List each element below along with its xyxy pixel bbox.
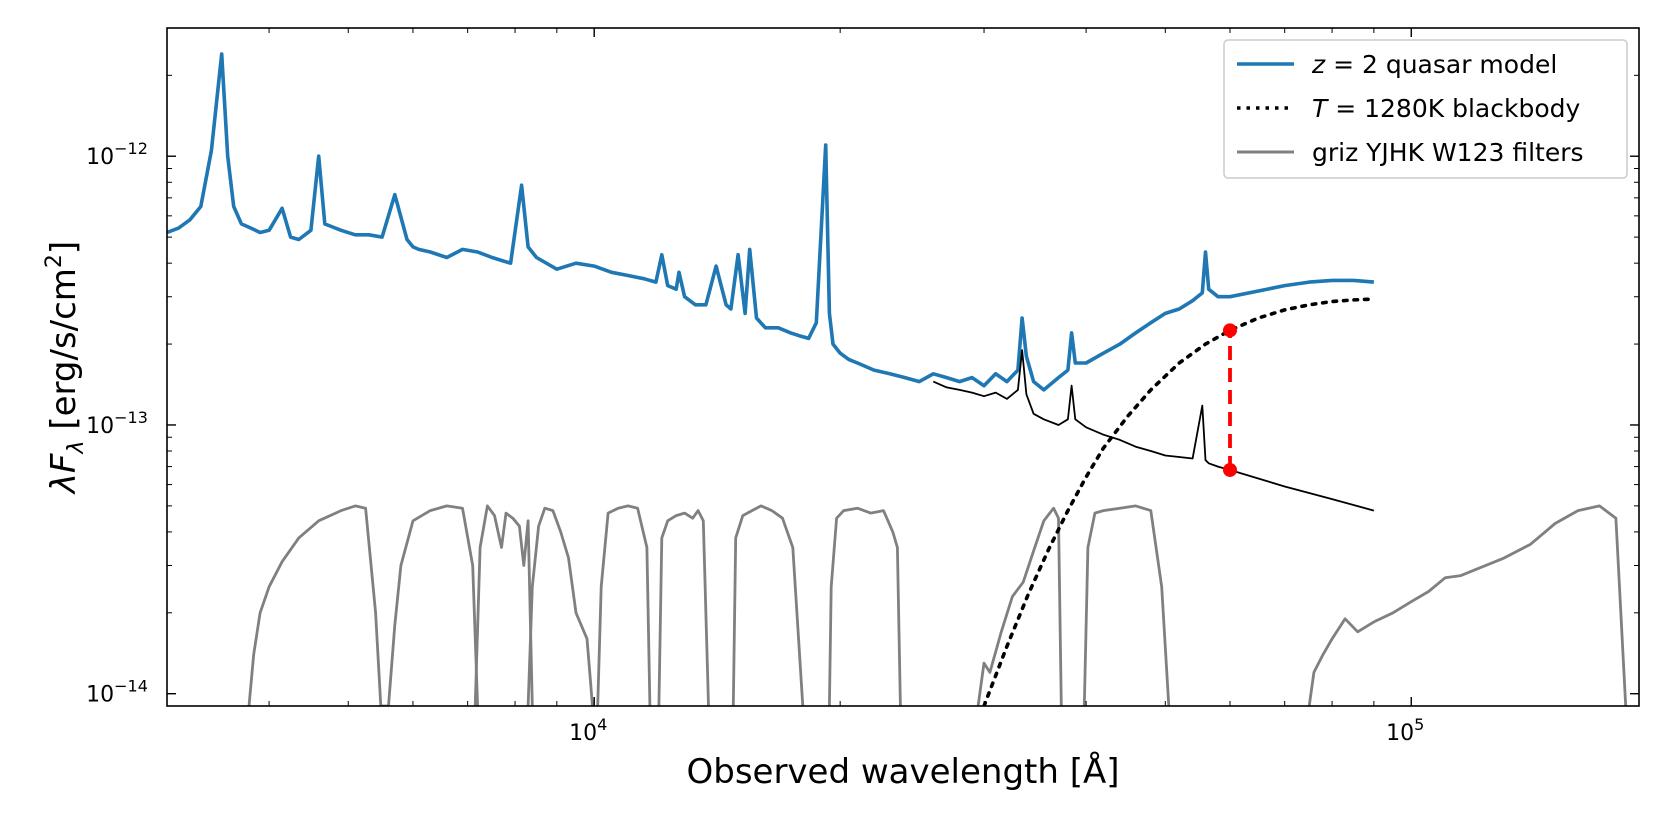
y-axis-title-sub: λ <box>64 440 89 454</box>
y-tick-label-base: 10 <box>86 414 114 439</box>
y-tick-label: 10−12 <box>86 139 148 170</box>
legend-label-blackbody-var: T <box>1312 94 1329 123</box>
y-tick-label-exp: −12 <box>114 139 148 158</box>
filter-curve-5 <box>596 504 652 706</box>
legend-box <box>1223 39 1628 179</box>
filter-curve-11 <box>1307 504 1628 706</box>
legend-label-blackbody-text: = 1280K blackbody <box>1327 94 1580 123</box>
y-tick-label-exp: −14 <box>114 677 148 696</box>
filter-curve-10 <box>1082 504 1171 706</box>
x-tick-label-exp: 4 <box>597 715 607 734</box>
y-axis-title: λFλ [erg/s/cm2] <box>42 241 89 495</box>
filter-curve-1 <box>247 504 389 706</box>
marker-point-1 <box>1222 323 1237 338</box>
legend-label-quasar-var: z <box>1311 50 1326 79</box>
y-axis-title-sup: 2 <box>42 254 67 268</box>
y-tick-label: 10−13 <box>86 408 148 439</box>
filter-curve-4 <box>526 506 594 706</box>
legend-label-filters: griz YJHK W123 filters <box>1312 138 1584 167</box>
filter-curve-2 <box>387 504 479 706</box>
legend-label-blackbody: T = 1280K blackbody <box>1312 94 1580 123</box>
x-tick-label: 105 <box>1386 715 1424 746</box>
series-z-2-quasar-model <box>167 52 1375 392</box>
filter-curve-8 <box>828 506 902 706</box>
filter-curve-9 <box>976 506 1063 706</box>
filter-curve-7 <box>731 504 805 706</box>
y-tick-label-base: 10 <box>86 683 114 708</box>
y-tick-label: 10−14 <box>86 677 148 708</box>
x-tick-label-exp: 5 <box>1414 715 1424 734</box>
x-axis-title: Observed wavelength [Å] <box>686 751 1119 792</box>
y-tick-label-exp: −13 <box>114 408 148 427</box>
y-tick-label-base: 10 <box>86 145 114 170</box>
y-axis-title-close: ] <box>44 241 84 254</box>
x-tick-label: 104 <box>569 715 607 746</box>
marker-point-2 <box>1222 462 1237 477</box>
x-tick-label-base: 10 <box>569 721 597 746</box>
series-layer <box>167 52 1628 706</box>
plot-frame <box>166 27 1640 707</box>
series-quasar-continuum-black <box>932 349 1375 512</box>
legend-label-quasar-text: = 2 quasar model <box>1325 50 1557 79</box>
filter-curve-6 <box>657 509 710 706</box>
legend-label-quasar: z = 2 quasar model <box>1311 50 1557 79</box>
y-axis-title-units: [erg/s/cm <box>44 268 84 440</box>
series-t-1280k-blackbody <box>982 297 1376 706</box>
x-tick-label-base: 10 <box>1386 721 1414 746</box>
filter-curve-3 <box>473 504 534 706</box>
y-axis-title-symbol: λF <box>44 453 84 495</box>
legend: z = 2 quasar model T = 1280K blackbody g… <box>1223 39 1628 179</box>
